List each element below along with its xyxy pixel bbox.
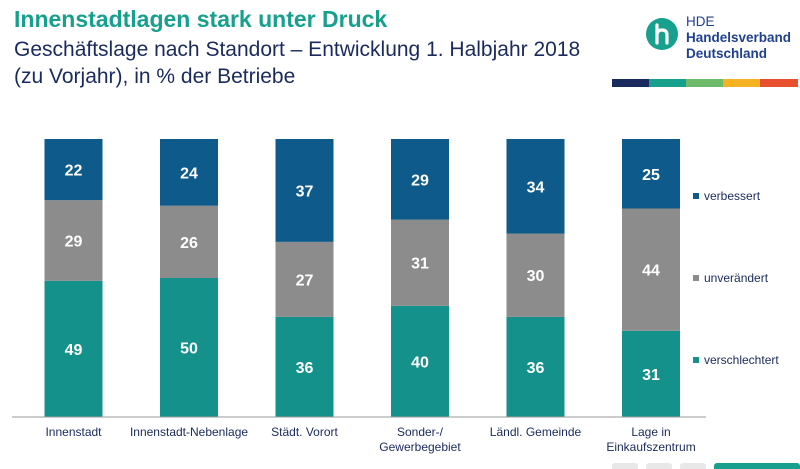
- chart-subtitle: Geschäftslage nach Standort – Entwicklun…: [14, 38, 581, 88]
- bar-segment: [391, 305, 449, 417]
- category-label: Innenstadt: [45, 425, 102, 439]
- stripe-segment: [723, 79, 761, 87]
- data-label: 37: [296, 183, 314, 200]
- data-label: 36: [527, 360, 545, 377]
- bar-segment: [275, 139, 334, 242]
- category-label: Innenstadt-Nebenlage: [130, 425, 248, 439]
- bar-segment: [391, 139, 449, 220]
- data-label: 26: [180, 235, 198, 252]
- stripe-segment: [686, 79, 724, 87]
- bar-segment: [44, 280, 103, 417]
- bar-segment: [506, 316, 565, 417]
- bar-segment: [506, 233, 565, 317]
- chart-title: Innenstadtlagen stark unter Druck: [14, 6, 388, 32]
- bar-segment: [506, 139, 565, 234]
- stripe-segment: [649, 79, 687, 87]
- category-label: Einkaufszentrum: [606, 440, 695, 454]
- data-label: 36: [296, 360, 314, 377]
- data-label: 49: [65, 342, 83, 359]
- legend-label: verbessert: [704, 189, 761, 203]
- data-label: 29: [411, 172, 429, 189]
- data-label: 30: [527, 268, 545, 285]
- stripe-segment: [760, 79, 798, 87]
- category-label: Städt. Vorort: [271, 425, 338, 439]
- legend-swatch: [693, 357, 699, 363]
- slide-nav-dot[interactable]: [612, 463, 638, 469]
- logo-line-3: Deutschland: [686, 46, 768, 61]
- data-label: 24: [180, 165, 198, 182]
- data-label: 50: [180, 341, 198, 358]
- bar-segment: [160, 205, 218, 278]
- bar-segment: [160, 278, 218, 417]
- bar-segment: [622, 208, 680, 331]
- category-label: Sonder-/: [397, 425, 444, 439]
- data-label: 34: [527, 179, 545, 196]
- data-label: 31: [411, 256, 429, 273]
- logo-line-2: Handelsverband: [686, 30, 792, 45]
- category-label: Gewerbegebiet: [379, 440, 461, 454]
- legend-label: unverändert: [704, 271, 769, 285]
- bar-segment: [391, 219, 449, 306]
- bar-segment: [275, 241, 334, 317]
- category-label: Lage in: [631, 425, 670, 439]
- data-label: 31: [642, 367, 660, 384]
- hde-logo-icon: [646, 18, 678, 50]
- stripe-segment: [612, 79, 650, 87]
- slide-nav-active[interactable]: [714, 463, 800, 469]
- bar-segment: [44, 200, 103, 281]
- hde-logo-text: HDE Handelsverband Deutschland: [686, 14, 791, 62]
- stacked-bar-chart: 49 29 22 Innenstadt 50 26 24 Innenstadt-Nebenla…: [12, 139, 779, 454]
- category-label: Ländl. Gemeinde: [490, 425, 582, 439]
- data-label: 40: [411, 354, 429, 371]
- bar-segment: [622, 330, 680, 417]
- bar-segment: [44, 139, 103, 201]
- bar-segment: [160, 139, 218, 206]
- legend-label: verschlechtert: [704, 353, 779, 367]
- legend-swatch: [693, 275, 699, 281]
- data-label: 22: [65, 163, 83, 180]
- data-label: 27: [296, 272, 314, 289]
- data-label: 29: [65, 233, 83, 250]
- bar-segment: [622, 139, 680, 209]
- legend-swatch: [693, 193, 699, 199]
- bar-segment: [275, 316, 334, 417]
- hde-logo: HDE Handelsverband Deutschland: [646, 12, 796, 72]
- data-label: 25: [642, 167, 660, 184]
- logo-line-1: HDE: [686, 14, 715, 29]
- slide-nav-dot[interactable]: [680, 463, 706, 469]
- slide-nav-dot[interactable]: [646, 463, 672, 469]
- data-label: 44: [642, 263, 660, 280]
